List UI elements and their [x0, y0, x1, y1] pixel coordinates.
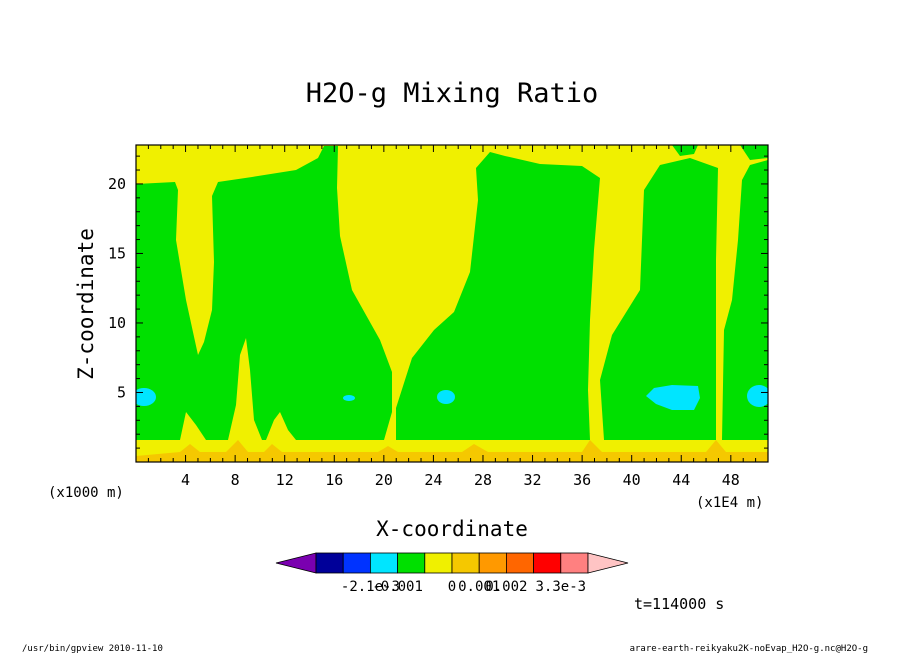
x-tick-label: 16	[325, 471, 343, 489]
chart-title: H2O-g Mixing Ratio	[306, 78, 599, 109]
colorbar-max-arrow	[587, 552, 629, 574]
dry-pocket-3	[437, 390, 455, 404]
x-axis-label: X-coordinate	[376, 517, 528, 541]
x-tick-label: 4	[181, 471, 190, 489]
colorbar-min-arrow	[275, 552, 317, 574]
footer-left: /usr/bin/gpview 2010-11-10	[22, 644, 163, 654]
plot-frame	[135, 144, 769, 463]
moist-column-top-2	[740, 145, 768, 160]
gap-wedge-3	[266, 412, 296, 440]
colorbar-swatch	[505, 552, 534, 574]
colorbar-swatch	[315, 552, 344, 574]
colorbar-label: -0.001	[372, 579, 423, 595]
y-tick-label: 20	[108, 175, 126, 193]
moist-column-2	[396, 152, 600, 440]
colorbar-label: 0.001	[458, 579, 500, 595]
colorbar-label: 0.002	[485, 579, 527, 595]
y-axis-label: Z-coordinate	[74, 228, 98, 380]
y-tick-label: 15	[108, 244, 126, 262]
colorbar-label: 0	[448, 579, 456, 595]
colorbar-swatch	[533, 552, 562, 574]
x-tick-label: 44	[672, 471, 690, 489]
colorbar-swatch	[560, 552, 589, 574]
lower-band	[136, 440, 768, 445]
x-tick-label: 8	[231, 471, 240, 489]
plot-area	[136, 145, 768, 462]
x-tick-label: 20	[375, 471, 393, 489]
moist-column-4	[722, 160, 768, 440]
colorbar-label: 3.3e-3	[536, 579, 587, 595]
x-unit-left: (x1000 m)	[48, 485, 124, 501]
y-tick-label: 5	[117, 383, 126, 401]
x-axis: 4 8 12 16 20 24 28 32 36 40 44 48	[147, 145, 757, 489]
y-axis: 5 10 15 20	[108, 155, 768, 449]
x-tick-label: 12	[276, 471, 294, 489]
moist-column-3	[600, 158, 718, 440]
colorbar-swatch	[451, 552, 480, 574]
colorbar-swatch	[424, 552, 453, 574]
x-tick-label: 24	[424, 471, 442, 489]
colorbar-swatch	[342, 552, 371, 574]
x-tick-label: 48	[722, 471, 740, 489]
time-label: t=114000 s	[634, 595, 724, 613]
x-tick-label: 40	[623, 471, 641, 489]
colorbar-label: -2.1e-3	[341, 579, 400, 595]
moist-column-top	[672, 145, 698, 156]
dry-pocket-4	[646, 385, 700, 410]
gap-wedge-1	[180, 412, 206, 440]
x-tick-label: 28	[474, 471, 492, 489]
colorbar-swatch	[478, 552, 507, 574]
x-unit-right: (x1E4 m)	[696, 495, 763, 511]
x-tick-label: 36	[573, 471, 591, 489]
dry-pocket-5	[747, 385, 768, 407]
dry-pocket-2	[343, 395, 355, 401]
footer-right: arare-earth-reikyaku2K-noEvap_H2O-g.nc@H…	[630, 644, 868, 654]
surface-layer	[136, 440, 768, 462]
colorbar-swatch	[397, 552, 426, 574]
x-tick-label: 32	[524, 471, 542, 489]
y-tick-label: 10	[108, 314, 126, 332]
gap-wedge-2	[228, 338, 262, 440]
colorbar-swatch	[369, 552, 398, 574]
moist-column-1	[136, 146, 392, 440]
